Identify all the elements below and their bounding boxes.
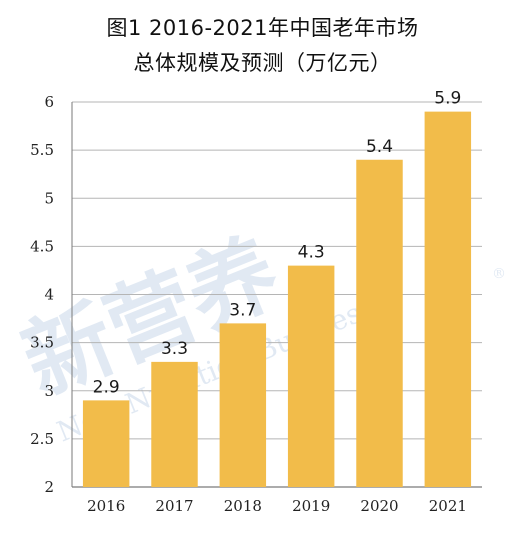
bar <box>287 265 335 487</box>
data-label: 2.9 <box>93 377 120 397</box>
y-tick-label: 5 <box>44 189 54 207</box>
y-tick-label: 3.5 <box>30 334 54 352</box>
bar <box>356 159 403 487</box>
x-tick-label: 2018 <box>224 497 262 515</box>
x-tick-label: 2020 <box>360 497 398 515</box>
y-tick-label: 3 <box>44 382 54 400</box>
data-label: 4.3 <box>298 243 325 263</box>
x-tick-label: 2019 <box>292 497 330 515</box>
bar <box>424 111 472 487</box>
gridlines <box>71 101 482 488</box>
data-label: 5.9 <box>434 89 461 109</box>
watermark-registered-mark: ® <box>492 266 506 282</box>
y-tick-label: 2 <box>44 478 54 496</box>
y-tick-label: 4 <box>44 286 54 304</box>
y-tick-label: 5.5 <box>30 141 54 159</box>
x-tick-label: 2017 <box>155 497 193 515</box>
x-tick-label: 2021 <box>429 497 467 515</box>
x-tick-label: 2016 <box>87 497 125 515</box>
bar <box>219 323 267 487</box>
chart-title-line2: 总体规模及预测（万亿元） <box>133 51 392 75</box>
y-axis-ticks: 2 2.5 3 3.5 4 4.5 5 5.5 6 <box>30 93 54 496</box>
data-label: 3.3 <box>161 339 188 359</box>
bar <box>82 400 130 487</box>
x-axis-ticks: 2016 2017 2018 2019 2020 2021 <box>87 497 467 515</box>
bar <box>151 361 198 487</box>
y-tick-label: 4.5 <box>30 237 54 255</box>
y-tick-label: 2.5 <box>30 430 54 448</box>
bars <box>82 111 472 487</box>
data-labels: 2.9 3.3 3.7 4.3 5.4 5.9 <box>93 89 462 398</box>
data-label: 5.4 <box>366 137 393 157</box>
data-label: 3.7 <box>229 300 256 320</box>
y-tick-label: 6 <box>44 93 54 111</box>
chart-title-line1: 图1 2016-2021年中国老年市场 <box>106 16 419 40</box>
